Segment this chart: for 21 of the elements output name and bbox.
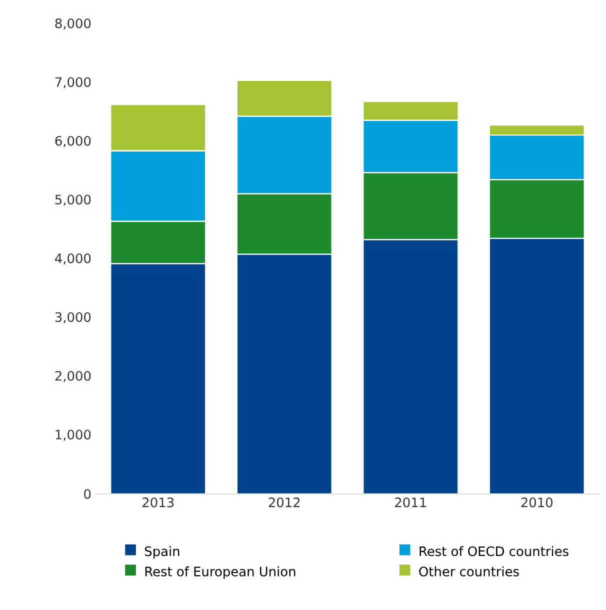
x-tick-label: 2010: [521, 498, 552, 508]
y-tick-label: 4,000: [55, 253, 91, 265]
bar: [362, 239, 459, 494]
bar: [236, 254, 332, 494]
legend-label: Spain: [144, 546, 180, 559]
y-tick-label: 1,000: [56, 430, 91, 441]
bar: [488, 238, 585, 494]
y-tick-label: 0: [84, 489, 91, 499]
y-tick-label: 8,000: [55, 18, 91, 30]
x-tick-label: 2012: [268, 498, 300, 508]
bar: [110, 263, 206, 494]
x-tick-label: 2011: [395, 498, 426, 508]
x-tick-label: 2013: [142, 498, 174, 508]
y-tick-label: 6,000: [55, 136, 91, 148]
legend-label: Rest of European Union: [145, 566, 296, 579]
legend-label: Other countries: [419, 566, 519, 576]
y-tick-label: 2,000: [55, 370, 91, 382]
y-tick-label: 7,000: [55, 77, 91, 88]
legend-label: Rest of OECD countries: [420, 546, 568, 556]
y-tick-label: 5,000: [55, 194, 91, 206]
y-tick-label: 3,000: [55, 312, 91, 324]
